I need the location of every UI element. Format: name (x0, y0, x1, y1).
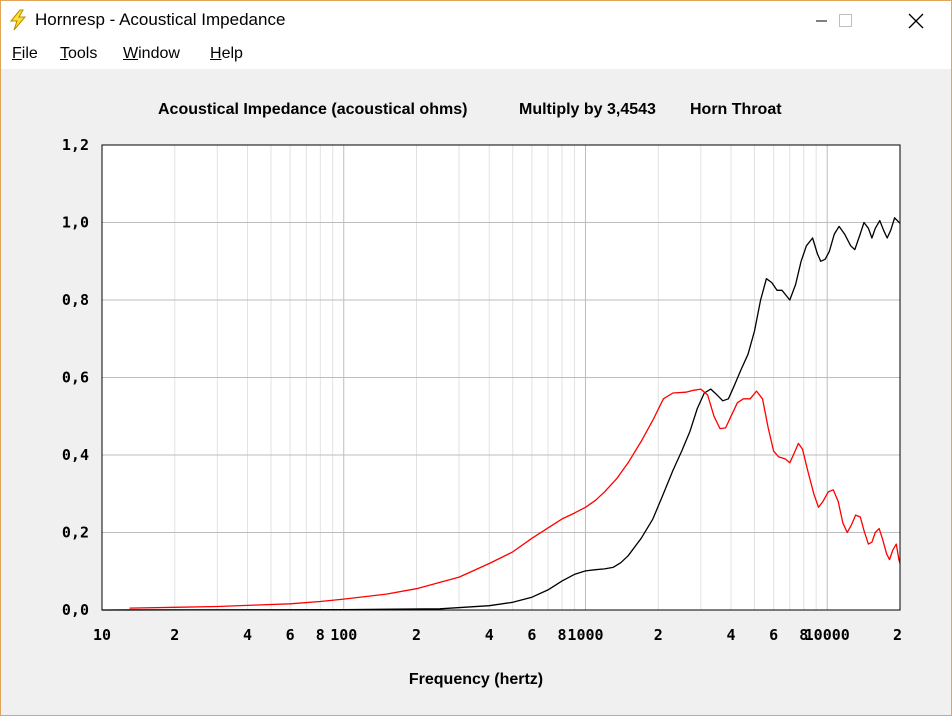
chart-title-main: Acoustical Impedance (acoustical ohms) (158, 101, 467, 118)
x-tick-label: 8 (316, 626, 325, 644)
x-tick-label: 2 (412, 626, 421, 644)
x-axis-label: Frequency (hertz) (409, 671, 543, 688)
x-tick-label: 1000 (567, 626, 603, 644)
maximize-button[interactable] (823, 1, 869, 41)
plot-area: 0,00,20,40,60,81,01,210 2 4 6 8 100 2 4 6 8 1000 2 4… (62, 136, 902, 644)
y-tick-label: 0,6 (62, 369, 89, 387)
x-tick-label: 6 (527, 626, 536, 644)
x-tick-label: 10 (93, 626, 111, 644)
y-tick-label: 0,4 (62, 446, 89, 464)
x-tick-label: 2 (654, 626, 663, 644)
chart-title-multiplier: Multiply by 3,4543 (519, 101, 656, 118)
menu-file[interactable]: File (12, 45, 38, 62)
x-tick-label: 4 (727, 626, 736, 644)
x-tick-label: 8 (799, 626, 808, 644)
window-title: Hornresp - Acoustical Impedance (35, 10, 286, 29)
minimize-icon (816, 20, 827, 22)
x-tick-label: 10000 (805, 626, 850, 644)
y-tick-label: 1,0 (62, 214, 89, 232)
maximize-icon (839, 14, 852, 27)
series-line-black (101, 217, 901, 611)
y-tick-label: 0,0 (62, 601, 89, 619)
x-tick-label: 4 (485, 626, 494, 644)
x-tick-label: 2 (170, 626, 179, 644)
close-icon (908, 13, 924, 29)
minimize-button[interactable] (799, 1, 845, 41)
chart-title-location: Horn Throat (690, 101, 782, 118)
close-button[interactable] (893, 1, 939, 41)
impedance-chart: Acoustical Impedance (acoustical ohms) M… (62, 101, 902, 688)
title-bar[interactable]: Hornresp - Acoustical Impedance (1, 1, 951, 41)
menu-help[interactable]: Help (210, 45, 243, 62)
x-tick-label: 6 (769, 626, 778, 644)
plot-frame (101, 144, 901, 611)
y-tick-label: 0,8 (62, 291, 89, 309)
x-tick-label: 100 (330, 626, 357, 644)
x-tick-label: 2 (893, 626, 902, 644)
menu-bar: File Tools Window Help (1, 41, 951, 69)
y-tick-label: 1,2 (62, 136, 89, 154)
y-tick-label: 0,2 (62, 524, 89, 542)
menu-window[interactable]: Window (123, 45, 180, 62)
series-line-red (129, 388, 901, 609)
lightning-icon (9, 9, 27, 31)
x-tick-label: 8 (558, 626, 567, 644)
x-tick-label: 6 (286, 626, 295, 644)
menu-tools[interactable]: Tools (60, 45, 98, 62)
x-tick-label: 4 (243, 626, 252, 644)
